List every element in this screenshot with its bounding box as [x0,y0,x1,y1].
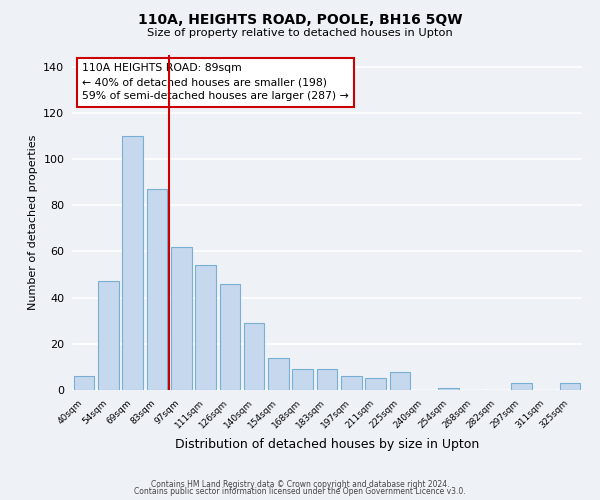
Bar [74,376,94,390]
Bar [317,369,337,390]
Text: 110A HEIGHTS ROAD: 89sqm
← 40% of detached houses are smaller (198)
59% of semi-: 110A HEIGHTS ROAD: 89sqm ← 40% of detach… [82,64,349,102]
Bar [341,376,362,390]
Bar [146,189,167,390]
Bar [244,323,265,390]
Y-axis label: Number of detached properties: Number of detached properties [28,135,38,310]
Bar [389,372,410,390]
Bar [511,383,532,390]
Text: 110A, HEIGHTS ROAD, POOLE, BH16 5QW: 110A, HEIGHTS ROAD, POOLE, BH16 5QW [138,12,462,26]
Bar [122,136,143,390]
Text: Contains HM Land Registry data © Crown copyright and database right 2024.: Contains HM Land Registry data © Crown c… [151,480,449,489]
X-axis label: Distribution of detached houses by size in Upton: Distribution of detached houses by size … [175,438,479,451]
Bar [220,284,240,390]
Bar [98,282,119,390]
Bar [171,247,191,390]
Bar [195,265,216,390]
Text: Size of property relative to detached houses in Upton: Size of property relative to detached ho… [147,28,453,38]
Bar [268,358,289,390]
Bar [292,369,313,390]
Text: Contains public sector information licensed under the Open Government Licence v3: Contains public sector information licen… [134,487,466,496]
Bar [365,378,386,390]
Bar [438,388,459,390]
Bar [560,383,580,390]
